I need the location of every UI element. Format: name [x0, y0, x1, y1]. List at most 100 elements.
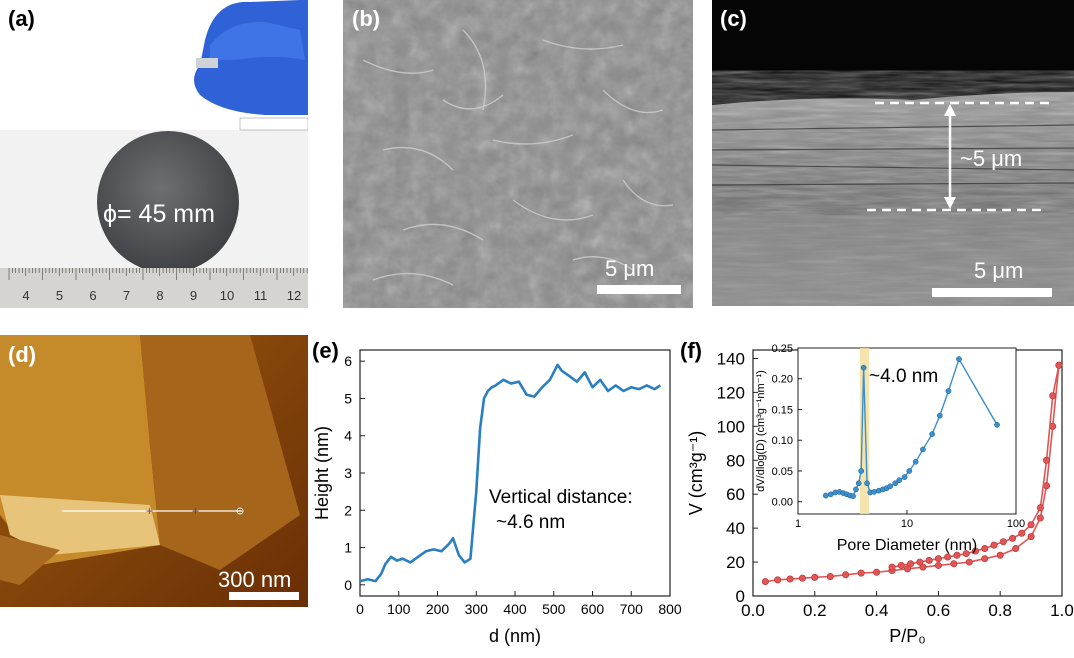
panel-e-label: (e)	[312, 338, 339, 363]
inset-x-axis-label: Pore Diameter (nm)	[837, 537, 977, 554]
pore-distribution-point	[896, 477, 903, 484]
y-tick-label: 2	[344, 502, 352, 518]
ruler-tick-label: 5	[55, 288, 64, 303]
panel-a-photo: ϕ= 45 mm 4 5 6 7 8 9 10 11 12	[0, 0, 308, 308]
annotation-line1: Vertical distance:	[489, 487, 633, 508]
x-tick-label: 0.8	[988, 601, 1012, 620]
y-tick-label: 20	[726, 553, 745, 572]
isotherm-point	[971, 547, 979, 555]
scale-bar-d	[229, 592, 299, 600]
x-tick-label: 300	[465, 601, 489, 617]
isotherm-point	[999, 538, 1007, 546]
isotherm-point	[965, 558, 973, 566]
x-axis-label: d (nm)	[489, 626, 541, 646]
pore-distribution-point	[936, 412, 943, 419]
isotherm-point	[873, 568, 881, 576]
isotherm-point	[907, 560, 915, 568]
inset-y-tick-label: 0.00	[772, 497, 793, 509]
isotherm-point	[904, 565, 912, 573]
x-tick-label: 700	[620, 601, 644, 617]
isotherm-point	[1027, 533, 1035, 541]
afm-height-map: + +	[0, 335, 308, 607]
pore-highlight-band	[859, 348, 870, 514]
scale-label-c: 5 μm	[974, 258, 1024, 283]
isotherm-point	[919, 563, 927, 571]
diameter-label: ϕ= 45 mm	[103, 200, 215, 228]
cross-section-image	[712, 0, 1074, 306]
inset-y-axis-label: dV/dlog(D) (cm³g⁻¹nm⁻¹)	[755, 370, 767, 492]
ruler-tick-label: 6	[89, 288, 97, 303]
pore-distribution-point	[906, 468, 913, 474]
height-profile-line	[359, 363, 662, 583]
inset-x-tick-label: 1	[795, 518, 801, 530]
y-tick-label: 5	[344, 390, 352, 406]
isotherm-point	[826, 572, 834, 580]
x-tick-label: 0.4	[865, 601, 889, 620]
thickness-label: ~5 μm	[960, 146, 1023, 171]
isotherm-point	[925, 556, 933, 564]
pore-distribution-point	[853, 486, 859, 493]
y-tick-label: 4	[344, 428, 352, 444]
pore-distribution-point	[822, 492, 829, 499]
ruler-tick-label: 11	[253, 288, 268, 303]
inset-frame	[797, 347, 1017, 515]
isotherm-point	[962, 550, 970, 558]
x-tick-label: 200	[426, 601, 450, 617]
y-tick-label: 140	[717, 349, 745, 368]
y-tick-label: 100	[717, 417, 745, 436]
isotherm-point	[761, 578, 769, 586]
ruler-tick-label: 9	[189, 288, 198, 303]
isotherm-point	[981, 544, 989, 552]
y-tick-label: 0	[736, 587, 745, 606]
isotherm-point	[944, 553, 952, 561]
ruler-labels: 4 5 6 7 8 9 10 11 12	[0, 288, 308, 306]
isotherm-point	[990, 541, 998, 549]
inset-y-tick-label: 0.05	[772, 466, 793, 478]
inset-annotation: ~4.0 nm	[869, 366, 939, 387]
x-tick-label: 0.6	[927, 601, 951, 620]
plot-frame	[359, 349, 671, 597]
panel-d-label: (d)	[8, 342, 37, 367]
panel-d-afm: + + 300 nm	[0, 335, 308, 607]
isotherm-point	[842, 571, 850, 579]
scale-bar-b	[597, 285, 681, 294]
x-axis-label: P/P₀	[889, 626, 925, 646]
isotherm-point	[1009, 534, 1017, 542]
y-tick-label: 40	[726, 519, 745, 538]
isotherm-point	[798, 574, 806, 582]
pore-distribution-point	[994, 422, 1000, 428]
x-tick-label: 0.0	[741, 601, 765, 620]
isotherm-point	[1049, 392, 1057, 400]
ruler-tick-label: 7	[122, 288, 131, 303]
isotherm-point	[897, 561, 905, 569]
pore-distribution-point	[892, 480, 899, 487]
x-tick-label: 400	[503, 601, 527, 617]
isotherm-point	[934, 561, 942, 569]
sem-surface-texture	[343, 0, 693, 308]
pore-distribution-point	[864, 480, 870, 487]
inset-y-tick-label: 0.25	[772, 343, 793, 355]
pore-distribution-point	[956, 356, 962, 362]
inset-x-tick-label: 100	[1007, 518, 1025, 530]
chart-e-height-profile: 0 100 200 300 400 500 600 700 800 0 1 2 3 4 5 6 d (nm) He…	[312, 349, 682, 646]
inset-x-tick-label: 10	[901, 518, 913, 530]
scale-label-b: 5 μm	[605, 256, 655, 281]
inset-y-tick-label: 0.10	[772, 435, 793, 447]
isotherm-point	[1036, 514, 1044, 522]
panel-f-label: (f)	[680, 338, 702, 363]
pore-distribution-point	[860, 364, 867, 371]
x-tick-label: 600	[581, 601, 605, 617]
pore-distribution-point	[850, 493, 856, 500]
pore-distribution-point	[929, 431, 935, 437]
isotherm-point	[1055, 361, 1063, 369]
x-tick-label: 0.2	[803, 601, 827, 620]
panel-b-label: (b)	[352, 6, 381, 31]
y-axis-label: V (cm³g⁻¹)	[686, 431, 706, 516]
pore-distribution-point	[901, 474, 908, 480]
pore-distribution-point	[858, 468, 865, 474]
scale-bar-c	[932, 288, 1052, 297]
svg-text:+: +	[192, 504, 199, 518]
panel-c-sem: ~5 μm 5 μm	[712, 0, 1074, 306]
ruler-tick-label: 12	[286, 288, 302, 303]
isotherm-point	[1043, 456, 1051, 464]
